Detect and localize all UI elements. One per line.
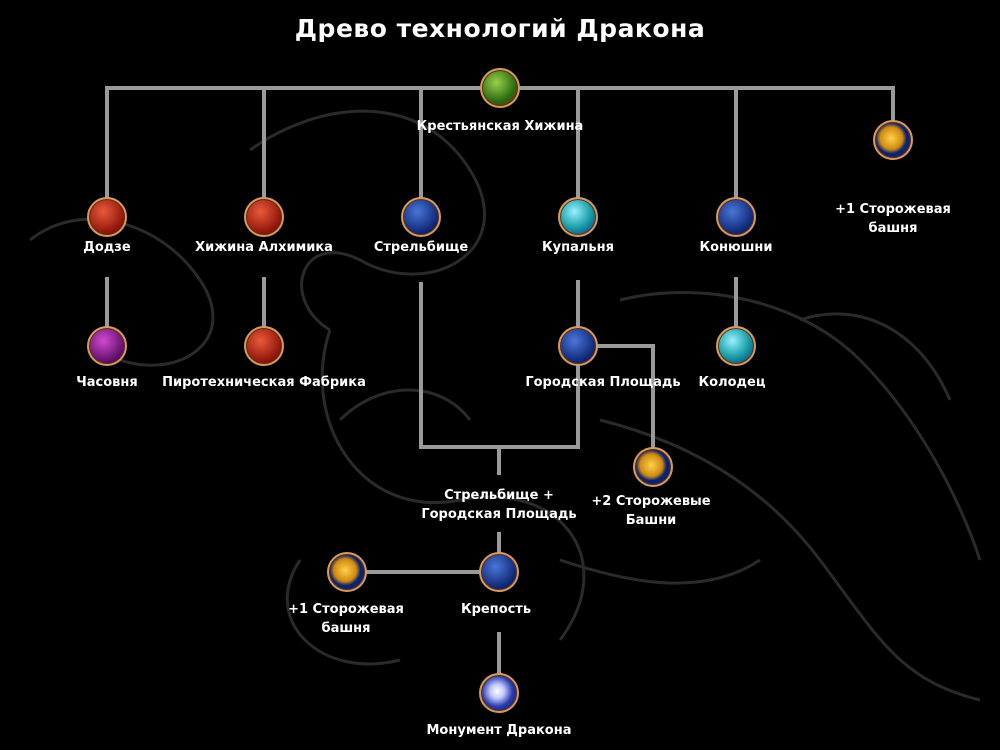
combo-label-line2: Городская Площадь	[421, 507, 577, 522]
watchtower-2-label-line2: Башни	[625, 513, 677, 528]
watchtower-2-label-line1: +2 Сторожевые	[591, 494, 711, 509]
alchemist-hut-icon[interactable]	[244, 197, 284, 237]
alchemist-hut-label: Хижина Алхимика	[195, 240, 333, 255]
dojo-label: Додзе	[83, 240, 131, 255]
combo-label-line1: Стрельбище +	[444, 488, 554, 503]
peasant-hut-label: Крестьянская Хижина	[416, 119, 584, 134]
chapel-icon[interactable]	[87, 326, 127, 366]
dragon-monument-icon[interactable]	[479, 673, 519, 713]
archery-range-label: Стрельбище	[373, 240, 469, 255]
fireworks-factory-icon[interactable]	[244, 326, 284, 366]
watchtower-3-label-line1: +1 Сторожевая	[288, 602, 404, 617]
combo-requirement-label: Стрельбище + Городская Площадь	[379, 486, 619, 524]
watchtower-icon[interactable]	[327, 552, 367, 592]
watchtower-1-label: +1 Сторожевая башня	[773, 200, 1000, 238]
connector-range-combo	[419, 282, 580, 449]
stables-label: Конюшни	[699, 240, 773, 255]
dragon-monument-label: Монумент Дракона	[426, 723, 572, 738]
stables-icon[interactable]	[716, 197, 756, 237]
well-label: Колодец	[698, 375, 766, 390]
peasant-hut-icon[interactable]	[480, 68, 520, 108]
town-square-icon[interactable]	[558, 326, 598, 366]
archery-range-icon[interactable]	[401, 197, 441, 237]
fireworks-factory-label: Пиротехническая Фабрика	[162, 375, 366, 390]
page-title: Древо технологий Дракона	[294, 14, 706, 43]
town-square-label: Городская Площадь	[525, 375, 681, 390]
chapel-label: Часовня	[76, 375, 138, 390]
bathhouse-icon[interactable]	[558, 197, 598, 237]
watchtower-icon[interactable]	[873, 120, 913, 160]
watchtower-3-label-line2: башня	[321, 621, 371, 636]
connector-square-tower	[597, 344, 655, 448]
fortress-label: Крепость	[460, 602, 532, 617]
watchtower-1-label-line2: башня	[868, 221, 918, 236]
fortress-icon[interactable]	[479, 552, 519, 592]
watchtower-3-label: +1 Сторожевая башня	[226, 600, 466, 638]
watchtower-1-label-line1: +1 Сторожевая	[835, 202, 951, 217]
dojo-icon[interactable]	[87, 197, 127, 237]
bathhouse-label: Купальня	[542, 240, 614, 255]
well-icon[interactable]	[716, 326, 756, 366]
watchtower-icon[interactable]	[633, 447, 673, 487]
watchtower-2-label: +2 Сторожевые Башни	[531, 492, 771, 530]
